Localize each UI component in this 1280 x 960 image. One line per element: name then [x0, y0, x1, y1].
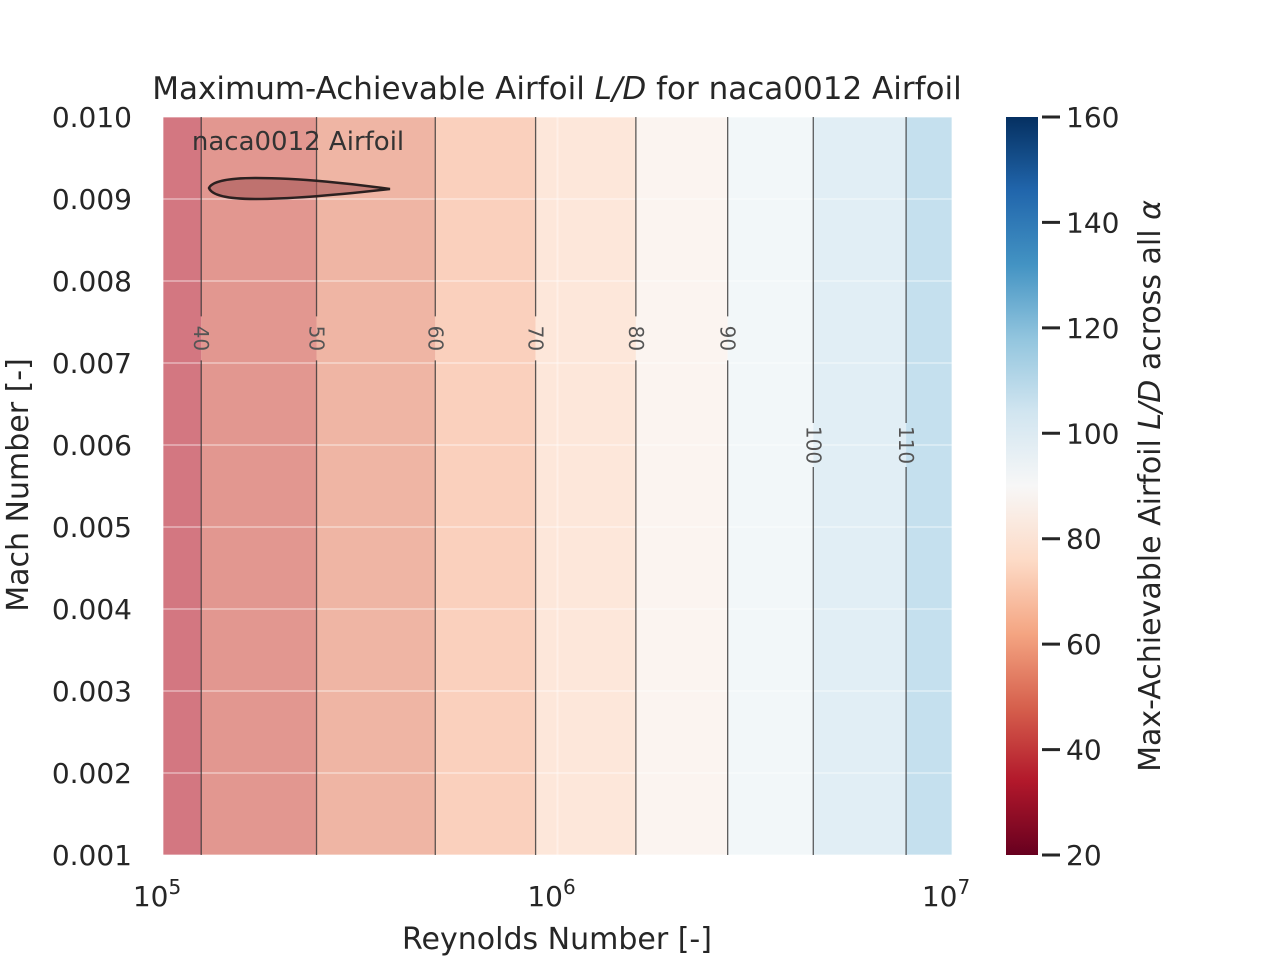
colorbar-ticks: 20 40 60 80 100 120 140 160 — [1042, 101, 1119, 872]
grid-lines — [162, 116, 953, 856]
colorbar-tick-label: 120 — [1066, 312, 1119, 345]
contour-label: 100 — [801, 426, 825, 464]
contour-lines — [200, 117, 907, 855]
contour-band — [535, 117, 636, 855]
contour-band — [163, 117, 202, 855]
contour-label: 50 — [305, 326, 329, 351]
x-tick-label: 106 — [527, 875, 575, 913]
contour-band — [906, 117, 952, 855]
x-tick-label: 107 — [922, 875, 970, 913]
contour-band — [813, 117, 907, 855]
airfoil-shape — [207, 176, 391, 201]
colorbar-tick-label: 20 — [1066, 839, 1102, 872]
y-tick-label: 0.009 — [52, 183, 132, 216]
colorbar-tick-label: 160 — [1066, 101, 1119, 134]
y-tick-label: 0.001 — [52, 839, 132, 872]
contour-label: 90 — [716, 326, 740, 351]
x-tick-label: 105 — [133, 875, 181, 913]
contour-band — [435, 117, 536, 855]
contour-label: 60 — [423, 326, 447, 351]
y-tick-label: 0.006 — [52, 429, 132, 462]
colorbar-label: Max-Achievable Airfoil L/D across all α — [1133, 200, 1168, 772]
contour-band — [316, 117, 436, 855]
y-tick-label: 0.008 — [52, 265, 132, 298]
plot-area: 40 50 60 70 80 90 100 110 naca0012 Airfoil — [162, 116, 953, 856]
y-tick-label: 0.003 — [52, 675, 132, 708]
colorbar-tick-label: 100 — [1066, 417, 1119, 450]
colorbar-gradient — [1006, 117, 1038, 855]
contour-label: 80 — [624, 326, 648, 351]
contour-labels: 40 50 60 70 80 90 100 110 — [189, 326, 918, 464]
contour-band — [635, 117, 728, 855]
x-axis: 105 106 107 — [133, 875, 970, 913]
y-tick-label: 0.007 — [52, 347, 132, 380]
y-tick-label: 0.010 — [52, 101, 132, 134]
colorbar-tick-label: 80 — [1066, 523, 1102, 556]
colorbar-tick-label: 140 — [1066, 206, 1119, 239]
y-tick-label: 0.004 — [52, 593, 132, 626]
colorbar: 20 40 60 80 100 120 140 160 Max-Achievable Airf… — [1006, 101, 1168, 872]
y-tick-label: 0.005 — [52, 511, 132, 544]
contour-label: 40 — [189, 326, 213, 351]
contour-label: 70 — [524, 326, 548, 351]
airfoil-label: naca0012 Airfoil — [192, 127, 404, 157]
contour-band — [727, 117, 814, 855]
chart-title: Maximum-Achievable Airfoil L/D for naca0… — [152, 71, 961, 107]
y-tick-label: 0.002 — [52, 757, 132, 790]
contour-label: 110 — [894, 426, 918, 464]
y-axis: 0.001 0.002 0.003 0.004 0.005 0.006 0.007 0.008… — [52, 101, 132, 872]
contour-bands — [163, 117, 952, 855]
colorbar-tick-label: 40 — [1066, 734, 1102, 767]
colorbar-tick-label: 60 — [1066, 628, 1102, 661]
y-axis-title: Mach Number [-] — [1, 358, 36, 612]
x-axis-title: Reynolds Number [-] — [402, 922, 712, 957]
contour-band — [201, 117, 317, 855]
